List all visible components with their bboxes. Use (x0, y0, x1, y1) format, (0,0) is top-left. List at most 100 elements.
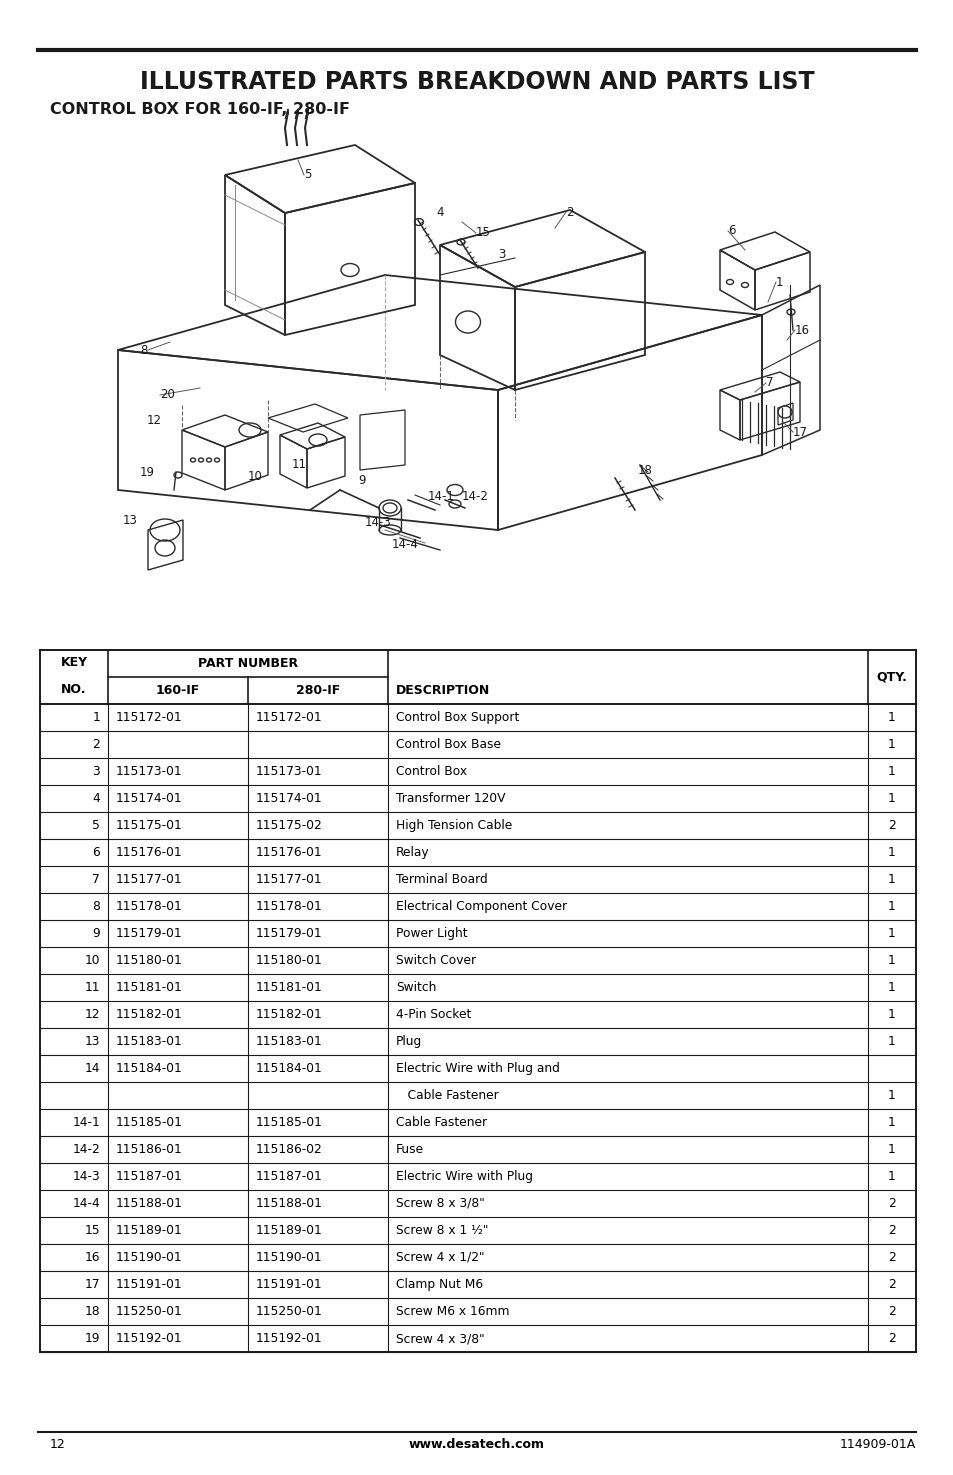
Text: 14: 14 (85, 1062, 100, 1075)
Text: 14-3: 14-3 (365, 516, 392, 530)
Text: 17: 17 (85, 1277, 100, 1291)
Text: 115180-01: 115180-01 (116, 954, 183, 968)
Text: 115192-01: 115192-01 (116, 1332, 182, 1345)
Text: Switch: Switch (395, 981, 436, 994)
Text: 7: 7 (92, 873, 100, 886)
Text: 114909-01A: 114909-01A (839, 1438, 915, 1451)
Text: 115175-01: 115175-01 (116, 819, 183, 832)
Text: 115172-01: 115172-01 (255, 711, 322, 724)
Text: Fuse: Fuse (395, 1143, 424, 1156)
Text: 1: 1 (887, 981, 895, 994)
Text: 14-2: 14-2 (461, 490, 488, 503)
Text: 5: 5 (304, 168, 311, 181)
Text: 3: 3 (497, 248, 505, 261)
Text: Electrical Component Cover: Electrical Component Cover (395, 900, 566, 913)
Text: Control Box Base: Control Box Base (395, 738, 500, 751)
Text: 115173-01: 115173-01 (116, 766, 182, 777)
Text: 5: 5 (92, 819, 100, 832)
Text: 16: 16 (85, 1251, 100, 1264)
Text: 1: 1 (887, 1117, 895, 1128)
Text: ILLUSTRATED PARTS BREAKDOWN AND PARTS LIST: ILLUSTRATED PARTS BREAKDOWN AND PARTS LI… (139, 69, 814, 94)
Text: 1: 1 (887, 1035, 895, 1049)
Text: 19: 19 (85, 1332, 100, 1345)
Text: 115189-01: 115189-01 (116, 1224, 183, 1238)
Text: 115182-01: 115182-01 (116, 1007, 183, 1021)
Text: 1: 1 (887, 1170, 895, 1183)
Text: 115181-01: 115181-01 (255, 981, 322, 994)
Text: 115184-01: 115184-01 (255, 1062, 322, 1075)
Text: 115188-01: 115188-01 (116, 1198, 183, 1210)
Text: 4-Pin Socket: 4-Pin Socket (395, 1007, 471, 1021)
Text: 11: 11 (85, 981, 100, 994)
Text: 115190-01: 115190-01 (116, 1251, 182, 1264)
Text: Screw 8 x 1 ¹⁄₂": Screw 8 x 1 ¹⁄₂" (395, 1224, 488, 1238)
Text: 115185-01: 115185-01 (116, 1117, 183, 1128)
Text: 1: 1 (775, 276, 782, 289)
Text: 14-3: 14-3 (72, 1170, 100, 1183)
Text: 115177-01: 115177-01 (255, 873, 322, 886)
Text: Control Box: Control Box (395, 766, 467, 777)
Text: 115172-01: 115172-01 (116, 711, 182, 724)
Text: 12: 12 (85, 1007, 100, 1021)
Text: 14-4: 14-4 (72, 1198, 100, 1210)
Text: 1: 1 (887, 792, 895, 805)
Text: Screw 4 x 3/8": Screw 4 x 3/8" (395, 1332, 484, 1345)
Text: Switch Cover: Switch Cover (395, 954, 476, 968)
Text: 115187-01: 115187-01 (255, 1170, 322, 1183)
Text: PART NUMBER: PART NUMBER (197, 656, 297, 670)
Text: 115186-02: 115186-02 (255, 1143, 322, 1156)
Text: 115175-02: 115175-02 (255, 819, 322, 832)
Text: 115178-01: 115178-01 (255, 900, 322, 913)
Text: 1: 1 (887, 711, 895, 724)
Text: 1: 1 (887, 847, 895, 858)
Text: 2: 2 (887, 1224, 895, 1238)
Text: www.desatech.com: www.desatech.com (409, 1438, 544, 1451)
Text: 1: 1 (887, 1143, 895, 1156)
Text: 2: 2 (887, 1198, 895, 1210)
Text: 115174-01: 115174-01 (116, 792, 182, 805)
Text: 1: 1 (887, 873, 895, 886)
Text: 115173-01: 115173-01 (255, 766, 322, 777)
Text: 15: 15 (84, 1224, 100, 1238)
Text: 115183-01: 115183-01 (255, 1035, 322, 1049)
Text: 16: 16 (794, 323, 809, 336)
Text: 115179-01: 115179-01 (255, 926, 322, 940)
Text: 2: 2 (887, 1332, 895, 1345)
Text: 19: 19 (140, 466, 154, 478)
Text: 115190-01: 115190-01 (255, 1251, 322, 1264)
Text: Terminal Board: Terminal Board (395, 873, 487, 886)
Text: Relay: Relay (395, 847, 429, 858)
Text: Clamp Nut M6: Clamp Nut M6 (395, 1277, 482, 1291)
Text: 1: 1 (887, 1007, 895, 1021)
Text: Screw M6 x 16mm: Screw M6 x 16mm (395, 1305, 509, 1319)
Text: 115191-01: 115191-01 (255, 1277, 322, 1291)
Text: 17: 17 (792, 425, 807, 438)
Text: 115174-01: 115174-01 (255, 792, 322, 805)
Text: QTY.: QTY. (876, 671, 906, 683)
Text: 14-2: 14-2 (72, 1143, 100, 1156)
Text: Cable Fastener: Cable Fastener (395, 1117, 487, 1128)
Text: KEY: KEY (60, 656, 88, 668)
Text: 18: 18 (84, 1305, 100, 1319)
Text: Transformer 120V: Transformer 120V (395, 792, 505, 805)
Text: 14-4: 14-4 (392, 538, 418, 552)
Text: 115184-01: 115184-01 (116, 1062, 183, 1075)
Text: 2: 2 (92, 738, 100, 751)
Text: Plug: Plug (395, 1035, 422, 1049)
Text: 14-1: 14-1 (72, 1117, 100, 1128)
Text: 12: 12 (50, 1438, 66, 1451)
Text: 15: 15 (476, 227, 491, 239)
Text: 8: 8 (140, 344, 148, 357)
Text: 6: 6 (92, 847, 100, 858)
Text: 8: 8 (92, 900, 100, 913)
Text: 115182-01: 115182-01 (255, 1007, 322, 1021)
Text: 10: 10 (248, 471, 263, 484)
Text: 115181-01: 115181-01 (116, 981, 183, 994)
Text: 115180-01: 115180-01 (255, 954, 322, 968)
Text: 11: 11 (292, 459, 307, 472)
Text: 115187-01: 115187-01 (116, 1170, 183, 1183)
Text: Control Box Support: Control Box Support (395, 711, 518, 724)
Text: 115183-01: 115183-01 (116, 1035, 183, 1049)
Text: 1: 1 (887, 954, 895, 968)
Text: 12: 12 (147, 413, 162, 426)
